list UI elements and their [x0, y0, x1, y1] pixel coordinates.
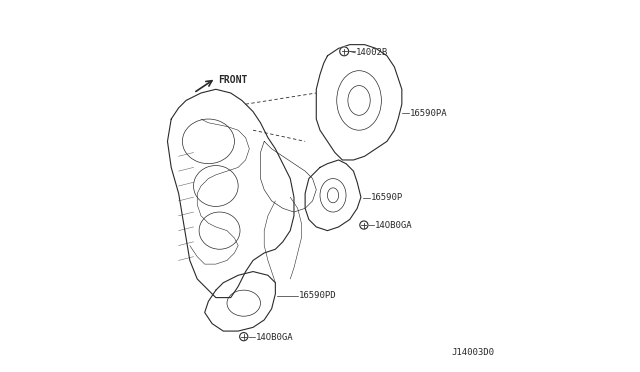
Text: 16590P: 16590P [371, 193, 403, 202]
Text: 14OB0GA: 14OB0GA [255, 333, 293, 342]
Text: J14003D0: J14003D0 [452, 348, 495, 357]
Circle shape [360, 221, 368, 229]
Text: 16590PA: 16590PA [410, 109, 447, 118]
Text: 14OB0GA: 14OB0GA [374, 221, 412, 230]
Text: 16590PD: 16590PD [298, 291, 336, 300]
Text: FRONT: FRONT [218, 75, 247, 85]
Circle shape [340, 47, 349, 56]
Text: 14002B: 14002B [356, 48, 388, 57]
Circle shape [239, 333, 248, 341]
